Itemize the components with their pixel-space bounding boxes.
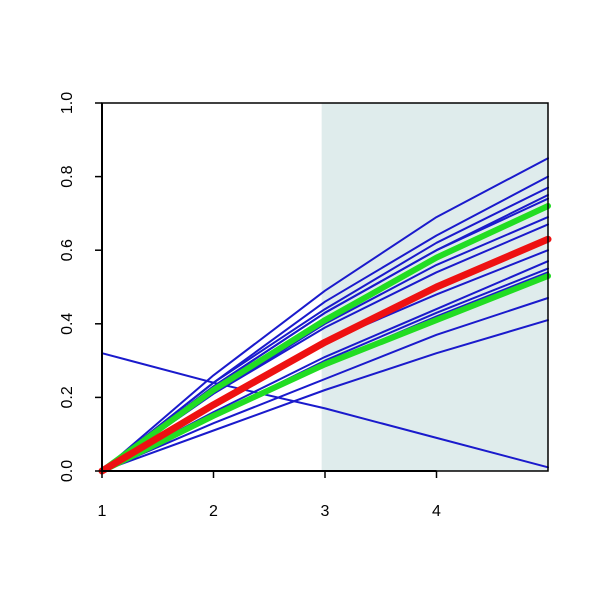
y-tick-label: 0.0 [59,460,76,482]
series-line [101,297,549,472]
x-tick-label: 1 [98,503,107,520]
series-line [101,319,549,472]
y-tick-label: 0.4 [59,313,76,335]
x-tick-label: 4 [432,503,441,520]
series-line [101,186,549,472]
y-tick-label: 1.0 [59,92,76,114]
x-tick-label: 3 [321,503,330,520]
series-line [101,352,549,469]
series-line [99,203,551,474]
y-tick-label: 0.6 [59,239,76,261]
y-tick-label: 0.2 [59,386,76,408]
x-tick-label: 2 [209,503,218,520]
series-line [101,157,549,472]
series-line [98,235,552,475]
y-tick-label: 0.8 [59,165,76,187]
series-line [99,273,551,474]
